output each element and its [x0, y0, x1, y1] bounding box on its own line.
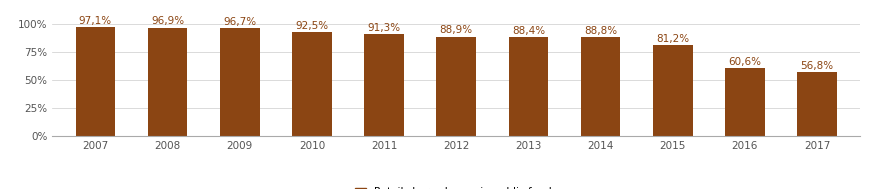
- Text: 88,4%: 88,4%: [512, 26, 545, 36]
- Text: 97,1%: 97,1%: [79, 16, 112, 26]
- Text: 91,3%: 91,3%: [368, 23, 401, 33]
- Bar: [580, 37, 620, 136]
- Text: 81,2%: 81,2%: [656, 34, 689, 44]
- Bar: [148, 28, 188, 136]
- Text: 56,8%: 56,8%: [800, 61, 833, 71]
- Bar: [76, 27, 116, 136]
- Text: 96,7%: 96,7%: [223, 17, 256, 27]
- Bar: [220, 28, 260, 136]
- Text: 60,6%: 60,6%: [728, 57, 761, 67]
- Bar: [364, 34, 404, 136]
- Text: 88,8%: 88,8%: [584, 26, 617, 36]
- Legend: Retail share classes in public funds: Retail share classes in public funds: [355, 187, 557, 189]
- Bar: [436, 36, 476, 136]
- Bar: [508, 37, 548, 136]
- Text: 92,5%: 92,5%: [295, 21, 328, 31]
- Bar: [725, 68, 765, 136]
- Text: 96,9%: 96,9%: [151, 16, 184, 26]
- Text: 88,9%: 88,9%: [440, 25, 473, 35]
- Bar: [653, 45, 693, 136]
- Bar: [797, 72, 837, 136]
- Bar: [292, 33, 332, 136]
